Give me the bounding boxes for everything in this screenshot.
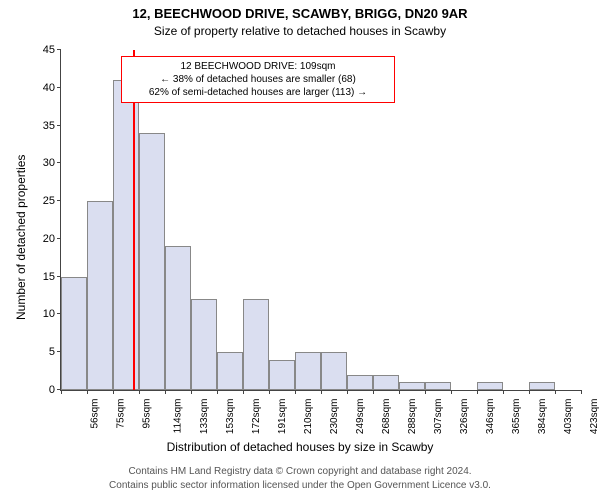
histogram-plot: 05101520253035404556sqm75sqm95sqm114sqm1…: [60, 50, 581, 391]
x-tick-label: 365sqm: [511, 399, 522, 435]
histogram-bar: [269, 360, 295, 390]
annotation-line: 62% of semi-detached houses are larger (…: [128, 86, 388, 99]
y-tick-label: 35: [43, 120, 55, 132]
y-tick-label: 10: [43, 308, 55, 320]
chart-title-sub: Size of property relative to detached ho…: [0, 24, 600, 38]
x-tick-mark: [243, 390, 244, 394]
x-tick-label: 133sqm: [199, 399, 210, 435]
x-tick-mark: [373, 390, 374, 394]
y-tick-label: 5: [49, 346, 55, 358]
x-tick-mark: [451, 390, 452, 394]
x-tick-label: 288sqm: [407, 399, 418, 435]
histogram-bar: [425, 382, 451, 390]
x-tick-label: 249sqm: [355, 399, 366, 435]
chart-title-main: 12, BEECHWOOD DRIVE, SCAWBY, BRIGG, DN20…: [0, 6, 600, 21]
y-tick-label: 15: [43, 271, 55, 283]
y-tick-label: 45: [43, 44, 55, 56]
y-tick-label: 0: [49, 384, 55, 396]
x-tick-mark: [165, 390, 166, 394]
y-tick-mark: [57, 200, 61, 201]
x-tick-label: 423sqm: [589, 399, 600, 435]
histogram-bar: [113, 80, 139, 390]
histogram-bar: [165, 246, 191, 390]
x-tick-label: 191sqm: [277, 399, 288, 435]
y-tick-mark: [57, 125, 61, 126]
x-tick-mark: [217, 390, 218, 394]
x-tick-mark: [425, 390, 426, 394]
x-tick-mark: [87, 390, 88, 394]
x-tick-label: 403sqm: [563, 399, 574, 435]
histogram-bar: [243, 299, 269, 390]
y-tick-mark: [57, 238, 61, 239]
y-tick-label: 25: [43, 195, 55, 207]
x-tick-mark: [529, 390, 530, 394]
histogram-bar: [217, 352, 243, 390]
footer-copyright-1: Contains HM Land Registry data © Crown c…: [0, 466, 600, 477]
x-tick-label: 230sqm: [329, 399, 340, 435]
x-tick-label: 153sqm: [225, 399, 236, 435]
x-tick-mark: [139, 390, 140, 394]
x-tick-label: 210sqm: [303, 399, 314, 435]
histogram-bar: [529, 382, 555, 390]
x-tick-mark: [503, 390, 504, 394]
y-tick-mark: [57, 87, 61, 88]
x-tick-mark: [191, 390, 192, 394]
x-tick-label: 268sqm: [381, 399, 392, 435]
histogram-bar: [87, 201, 113, 390]
x-tick-mark: [477, 390, 478, 394]
x-tick-label: 307sqm: [433, 399, 444, 435]
x-tick-mark: [399, 390, 400, 394]
annotation-line: 12 BEECHWOOD DRIVE: 109sqm: [128, 60, 388, 73]
x-tick-label: 346sqm: [485, 399, 496, 435]
y-tick-label: 20: [43, 233, 55, 245]
x-tick-label: 172sqm: [251, 399, 262, 435]
x-tick-label: 75sqm: [116, 399, 127, 429]
y-tick-mark: [57, 162, 61, 163]
x-tick-mark: [269, 390, 270, 394]
x-tick-label: 114sqm: [172, 399, 183, 434]
x-tick-mark: [113, 390, 114, 394]
histogram-bar: [347, 375, 373, 390]
x-tick-mark: [581, 390, 582, 394]
x-axis-label: Distribution of detached houses by size …: [0, 440, 600, 454]
y-tick-mark: [57, 49, 61, 50]
x-tick-mark: [321, 390, 322, 394]
histogram-bar: [295, 352, 321, 390]
x-tick-mark: [555, 390, 556, 394]
annotation-box: 12 BEECHWOOD DRIVE: 109sqm← 38% of detac…: [121, 56, 395, 103]
histogram-bar: [191, 299, 217, 390]
histogram-bar: [321, 352, 347, 390]
x-tick-label: 384sqm: [537, 399, 548, 435]
x-tick-label: 95sqm: [142, 399, 153, 429]
histogram-bar: [477, 382, 503, 390]
x-tick-label: 326sqm: [459, 399, 470, 435]
histogram-bar: [399, 382, 425, 390]
footer-copyright-2: Contains public sector information licen…: [0, 480, 600, 491]
y-axis-label: Number of detached properties: [14, 155, 28, 320]
y-tick-label: 30: [43, 157, 55, 169]
histogram-bar: [373, 375, 399, 390]
annotation-line: ← 38% of detached houses are smaller (68…: [128, 73, 388, 86]
x-tick-mark: [295, 390, 296, 394]
y-tick-label: 40: [43, 82, 55, 94]
histogram-bar: [61, 277, 87, 390]
x-tick-mark: [61, 390, 62, 394]
x-tick-mark: [347, 390, 348, 394]
x-tick-label: 56sqm: [90, 399, 101, 429]
histogram-bar: [139, 133, 165, 390]
